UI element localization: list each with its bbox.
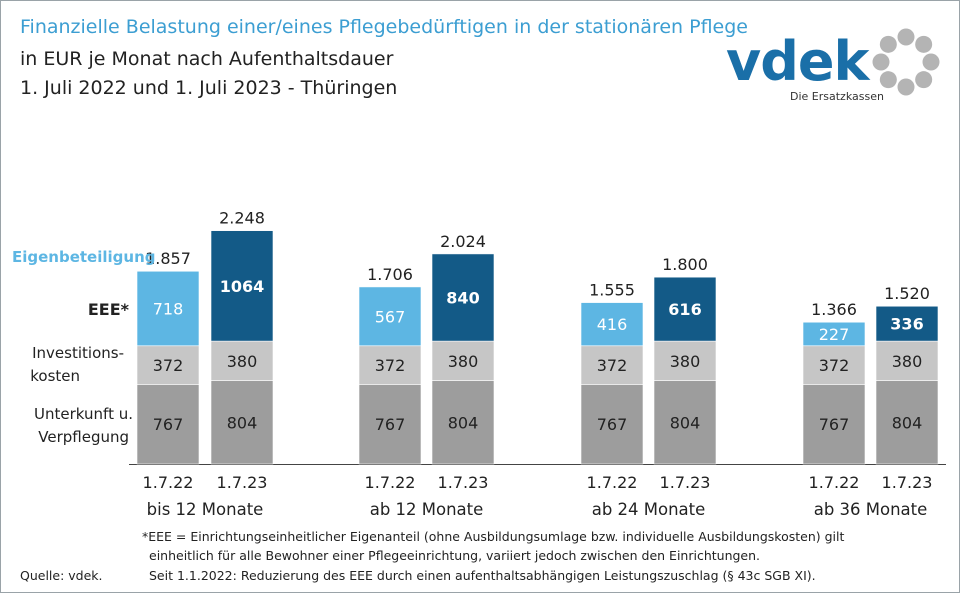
logo-ring-dot bbox=[915, 35, 933, 53]
legend-unterkunft: Verpflegung bbox=[38, 428, 129, 446]
data-label: 380 bbox=[670, 352, 701, 371]
vdek-logo: vdek Die Ersatzkassen bbox=[726, 28, 940, 103]
source-note: Quelle: vdek. bbox=[20, 568, 103, 583]
data-label: 336 bbox=[890, 315, 923, 334]
data-label: 767 bbox=[819, 415, 850, 434]
logo-tagline: Die Ersatzkassen bbox=[790, 90, 884, 103]
data-label: 416 bbox=[597, 315, 628, 334]
bar-segment bbox=[358, 345, 422, 385]
data-label: 380 bbox=[448, 352, 479, 371]
bar-segment bbox=[653, 380, 717, 465]
legend-eigenbeteiligung: Eigenbeteiligung bbox=[12, 248, 156, 266]
logo-ring-dot bbox=[897, 78, 915, 96]
x-tick-label: 1.7.22 bbox=[143, 473, 194, 492]
group-label: ab 12 Monate bbox=[370, 500, 484, 519]
data-label: 380 bbox=[892, 352, 923, 371]
data-label: 767 bbox=[597, 415, 628, 434]
total-label: 1.366 bbox=[811, 300, 857, 319]
data-label: 718 bbox=[153, 300, 184, 319]
logo-ring-dot bbox=[915, 71, 933, 89]
group-label: ab 24 Monate bbox=[592, 500, 706, 519]
bar-segment bbox=[431, 340, 495, 381]
footnote-line-3: Seit 1.1.2022: Reduzierung des EEE durch… bbox=[149, 568, 816, 583]
x-tick-label: 1.7.23 bbox=[438, 473, 489, 492]
x-tick-label: 1.7.22 bbox=[809, 473, 860, 492]
legend-investitionskosten: Investitions- bbox=[32, 344, 124, 362]
data-label: 227 bbox=[819, 325, 850, 344]
data-label: 372 bbox=[819, 356, 850, 375]
logo-ring-icon bbox=[872, 28, 940, 96]
logo-ring-dot bbox=[897, 28, 915, 46]
data-label: 372 bbox=[375, 356, 406, 375]
chart-date-region: 1. Juli 2022 und 1. Juli 2023 - Thüringe… bbox=[20, 77, 398, 99]
data-label: 804 bbox=[892, 413, 923, 432]
data-label: 372 bbox=[153, 356, 184, 375]
data-label: 804 bbox=[448, 413, 479, 432]
group-label: bis 12 Monate bbox=[147, 500, 264, 519]
legend-unterkunft: Unterkunft u. bbox=[34, 405, 133, 423]
bar-segment bbox=[802, 384, 866, 465]
data-label: 840 bbox=[446, 289, 479, 308]
chart-title: Finanzielle Belastung einer/eines Pflege… bbox=[20, 16, 748, 38]
data-label: 380 bbox=[227, 352, 258, 371]
x-tick-label: 1.7.23 bbox=[660, 473, 711, 492]
data-label: 372 bbox=[597, 356, 628, 375]
bar-segment bbox=[136, 384, 200, 465]
bar-segment bbox=[358, 286, 422, 347]
bar-segment bbox=[580, 302, 644, 347]
data-label: 567 bbox=[375, 307, 406, 326]
bar-segment bbox=[210, 340, 274, 381]
x-tick-label: 1.7.23 bbox=[217, 473, 268, 492]
bar-segment bbox=[358, 384, 422, 465]
logo-ring-dot bbox=[922, 53, 940, 71]
logo-ring-dot bbox=[879, 71, 897, 89]
bar-segment bbox=[875, 340, 939, 381]
bar-segment bbox=[653, 340, 717, 381]
x-tick-label: 1.7.22 bbox=[587, 473, 638, 492]
bar-segment bbox=[875, 305, 939, 342]
data-label: 767 bbox=[153, 415, 184, 434]
x-tick-label: 1.7.22 bbox=[365, 473, 416, 492]
bar-segment bbox=[136, 270, 200, 347]
data-label: 804 bbox=[227, 413, 258, 432]
data-label: 804 bbox=[670, 413, 701, 432]
bar-segment bbox=[875, 380, 939, 465]
bar-segment bbox=[431, 253, 495, 342]
bar-segment bbox=[580, 384, 644, 465]
footnote-line-2: einheitlich für alle Bewohner einer Pfle… bbox=[149, 548, 761, 563]
logo-ring-dot bbox=[872, 53, 890, 71]
total-label: 2.024 bbox=[440, 232, 486, 251]
total-label: 2.248 bbox=[219, 209, 265, 228]
total-label: 1.857 bbox=[145, 249, 191, 268]
logo-ring-dot bbox=[879, 35, 897, 53]
logo-brand: vdek bbox=[726, 30, 870, 93]
bar-segment bbox=[210, 380, 274, 465]
total-label: 1.706 bbox=[367, 265, 413, 284]
bar-segment bbox=[210, 230, 274, 342]
chart-subtitle: in EUR je Monat nach Aufenthaltsdauer bbox=[20, 48, 394, 70]
group-label: ab 36 Monate bbox=[814, 500, 928, 519]
data-label: 616 bbox=[668, 300, 701, 319]
bar-segment bbox=[580, 345, 644, 385]
legend-eee: EEE* bbox=[88, 300, 130, 319]
data-label: 767 bbox=[375, 415, 406, 434]
legend-investitionskosten: kosten bbox=[30, 367, 80, 385]
bar-segment bbox=[802, 345, 866, 385]
data-label: 1064 bbox=[220, 277, 265, 296]
bar-segment bbox=[653, 276, 717, 342]
total-label: 1.800 bbox=[662, 255, 708, 274]
total-label: 1.520 bbox=[884, 284, 930, 303]
total-label: 1.555 bbox=[589, 281, 635, 300]
footnote-line-1: *EEE = Einrichtungseinheitlicher Eigenan… bbox=[142, 529, 845, 544]
bar-segment bbox=[802, 321, 866, 347]
x-tick-label: 1.7.23 bbox=[882, 473, 933, 492]
